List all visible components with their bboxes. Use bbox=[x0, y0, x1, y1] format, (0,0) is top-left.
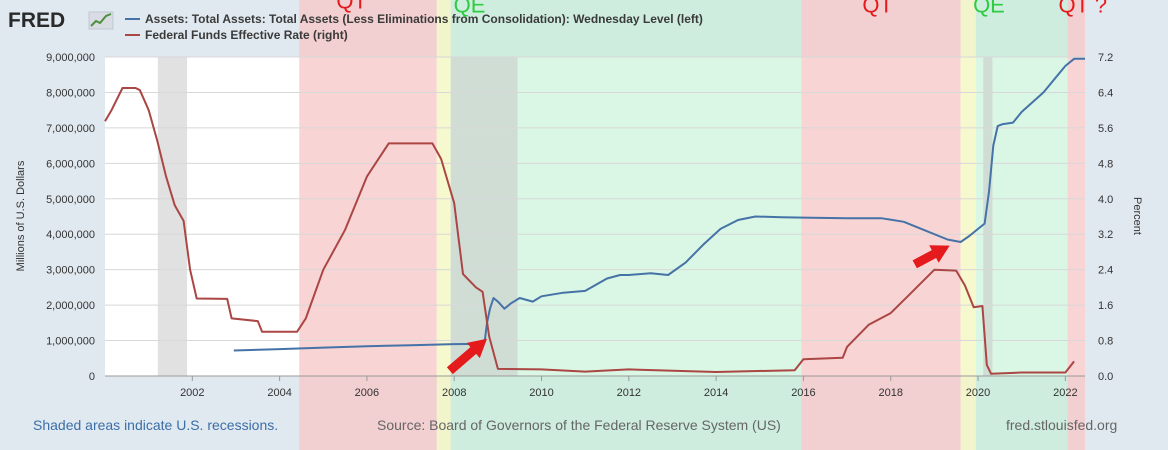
shaded-regions bbox=[299, 0, 1085, 450]
x-tick-label-2016: 2016 bbox=[791, 387, 815, 399]
y-left-tick-label-0: 0 bbox=[89, 371, 95, 383]
fred-logo[interactable]: FRED bbox=[8, 9, 65, 32]
y-right-tick-label-3: 2.4 bbox=[1098, 265, 1113, 277]
annotation-label-4: QT ? bbox=[1059, 0, 1108, 18]
y-right-tick-label-0: 0.0 bbox=[1098, 371, 1113, 383]
gridlines bbox=[105, 56, 1085, 342]
recession-note: Shaded areas indicate U.S. recessions. bbox=[33, 417, 278, 433]
annotation-arrow-0 bbox=[446, 338, 487, 375]
region-band-qt-7 bbox=[1067, 0, 1085, 450]
annotation-label-3: QE bbox=[973, 0, 1005, 18]
y-left-tick-label-2: 2,000,000 bbox=[46, 300, 95, 312]
y-left-tick-label-6: 6,000,000 bbox=[46, 158, 95, 170]
series-line-fed-funds-rate[interactable] bbox=[104, 87, 1075, 375]
y-right-tick-label-1: 0.8 bbox=[1098, 336, 1113, 348]
y-right-tick-label-9: 7.2 bbox=[1098, 52, 1113, 64]
x-tick-label-2018: 2018 bbox=[879, 387, 903, 399]
annotation-label-0: QT bbox=[336, 0, 367, 13]
region-band-qe-3 bbox=[517, 0, 802, 450]
chart-line-icon bbox=[88, 11, 114, 30]
y-right-tick-label-8: 6.4 bbox=[1098, 87, 1113, 99]
x-tick-label-2004: 2004 bbox=[267, 387, 291, 399]
y-left-axis-title: Millions of U.S. Dollars bbox=[15, 160, 27, 271]
site-link[interactable]: fred.stlouisfed.org bbox=[1006, 417, 1117, 433]
annotation-label-1: QE bbox=[454, 0, 486, 18]
region-band-qt-0 bbox=[299, 0, 437, 450]
x-tick-label-2002: 2002 bbox=[180, 387, 204, 399]
y-left-tick-label-4: 4,000,000 bbox=[46, 229, 95, 241]
legend-assets-label[interactable]: Assets: Total Assets: Total Assets (Less… bbox=[145, 12, 703, 26]
recession-band-2 bbox=[983, 57, 993, 376]
annotation-label-2: QT bbox=[862, 0, 893, 18]
x-tick-label-2022: 2022 bbox=[1053, 387, 1077, 399]
y-right-tick-label-7: 5.6 bbox=[1098, 123, 1113, 135]
legend: Assets: Total Assets: Total Assets (Less… bbox=[125, 12, 703, 42]
x-tick-label-2014: 2014 bbox=[704, 387, 728, 399]
y-right-tick-label-6: 4.8 bbox=[1098, 158, 1113, 170]
legend-rate-label[interactable]: Federal Funds Effective Rate (right) bbox=[145, 28, 348, 42]
region-band-bridge-1 bbox=[436, 0, 451, 450]
recession-band-0 bbox=[157, 57, 188, 376]
y-left-tick-label-9: 9,000,000 bbox=[46, 52, 95, 64]
y-right-tick-label-2: 1.6 bbox=[1098, 300, 1113, 312]
y-right-tick-label-5: 4.0 bbox=[1098, 194, 1113, 206]
recession-band-1 bbox=[450, 57, 518, 376]
recession-bands bbox=[157, 57, 993, 376]
source-note: Source: Board of Governors of the Federa… bbox=[377, 417, 781, 433]
y-left-tick-label-3: 3,000,000 bbox=[46, 265, 95, 277]
x-tick-label-2008: 2008 bbox=[442, 387, 466, 399]
x-tick-label-2012: 2012 bbox=[617, 387, 641, 399]
region-band-bridge-5 bbox=[960, 0, 976, 450]
y-left-tick-label-1: 1,000,000 bbox=[46, 336, 95, 348]
annotations: QT QE QT QE QT ? bbox=[336, 0, 1108, 375]
axes: 2002 2004 2006 2008 2010 2012 2014 2016 2018 2020… bbox=[46, 52, 1113, 399]
y-left-tick-label-8: 8,000,000 bbox=[46, 87, 95, 99]
series-lines bbox=[104, 57, 1085, 375]
annotation-arrow-1 bbox=[912, 245, 950, 269]
y-left-tick-label-7: 7,000,000 bbox=[46, 123, 95, 135]
y-right-tick-label-4: 3.2 bbox=[1098, 229, 1113, 241]
region-band-qt-4 bbox=[801, 0, 961, 450]
y-right-axis-title: Percent bbox=[1131, 197, 1143, 235]
x-tick-label-2020: 2020 bbox=[966, 387, 990, 399]
x-tick-label-2010: 2010 bbox=[529, 387, 553, 399]
x-tick-label-2006: 2006 bbox=[355, 387, 379, 399]
y-left-tick-label-5: 5,000,000 bbox=[46, 194, 95, 206]
